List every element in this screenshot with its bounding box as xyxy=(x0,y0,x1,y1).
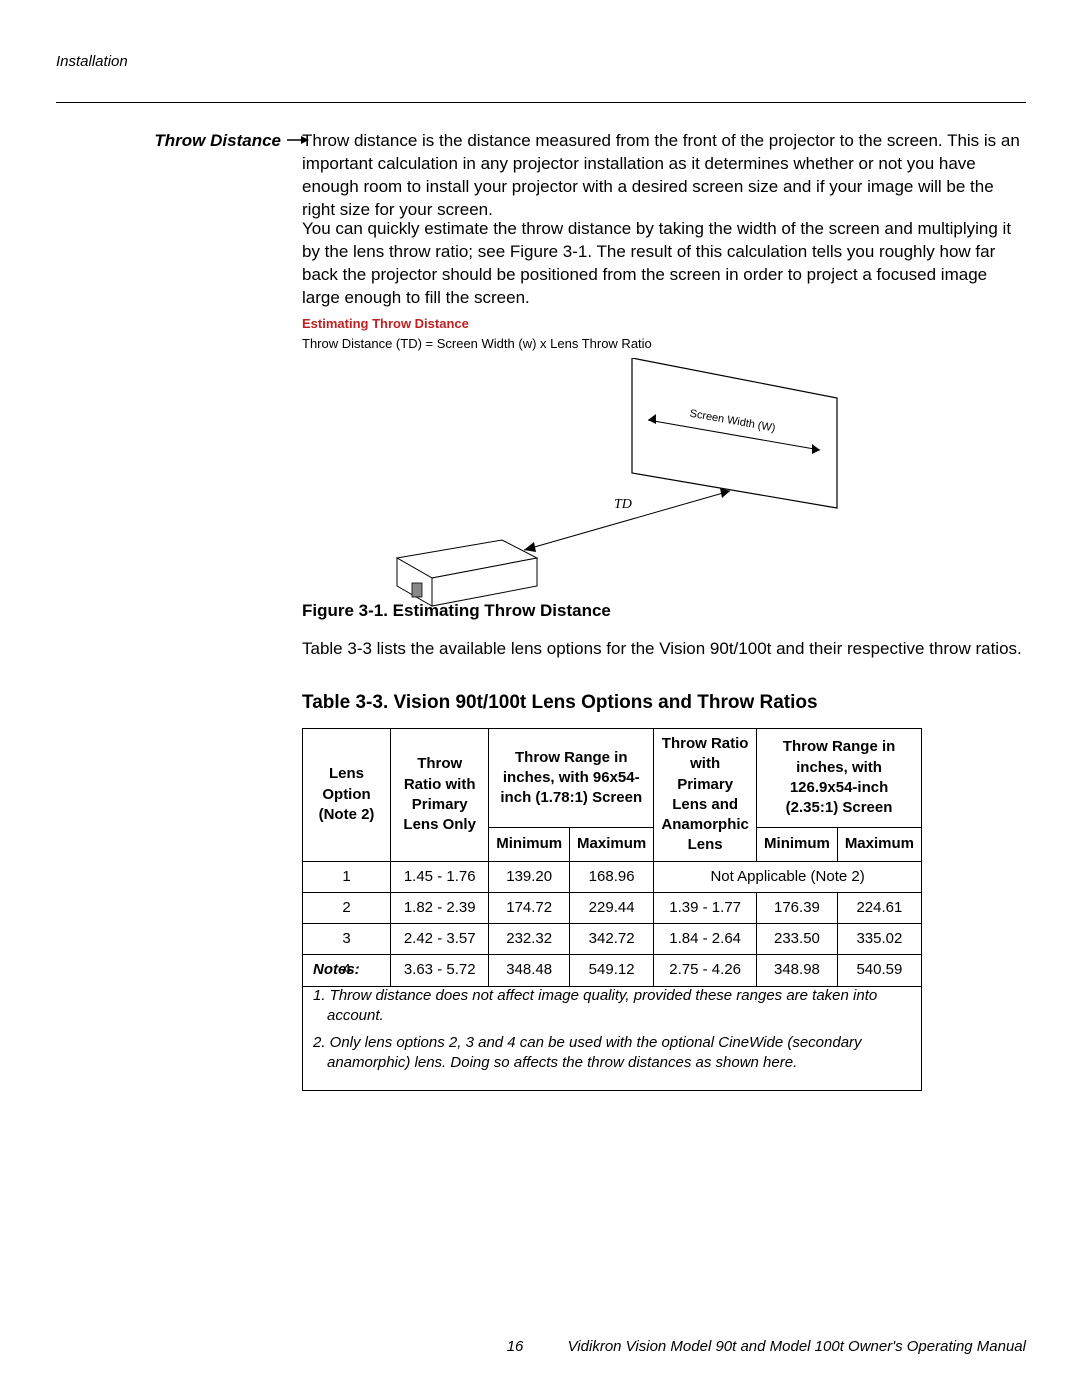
page-number: 16 xyxy=(507,1337,524,1357)
projector-icon xyxy=(397,540,537,606)
table-row: 2 1.82 - 2.39 174.72 229.44 1.39 - 1.77 … xyxy=(303,892,922,923)
figure-block: Estimating Throw Distance Throw Distance… xyxy=(302,315,942,615)
th-lens-option: Lens Option (Note 2) xyxy=(303,729,391,862)
table-row: 3 2.42 - 3.57 232.32 342.72 1.84 - 2.64 … xyxy=(303,924,922,955)
throw-distance-diagram: Screen Width (W) TD xyxy=(302,358,862,608)
figure-caption: Figure 3-1. Estimating Throw Distance xyxy=(302,600,611,623)
table-notes: Notes: 1. Throw distance does not affect… xyxy=(302,954,922,1091)
footer-doc-title: Vidikron Vision Model 90t and Model 100t… xyxy=(568,1338,1026,1355)
th-max-2: Maximum xyxy=(837,827,921,861)
paragraph-table-intro: Table 3-3 lists the available lens optio… xyxy=(302,638,1026,661)
th-min-2: Minimum xyxy=(757,827,838,861)
figure-formula: Throw Distance (TD) = Screen Width (w) x… xyxy=(302,335,942,353)
lens-options-table: Lens Option (Note 2) Throw Ratio with Pr… xyxy=(302,728,922,987)
th-range-anamorphic: Throw Range in inches, with 126.9x54-inc… xyxy=(757,729,922,828)
notes-heading: Notes: xyxy=(313,960,911,980)
th-min-1: Minimum xyxy=(489,827,570,861)
th-ratio-anamorphic: Throw Ratio with Primary Lens and Anamor… xyxy=(654,729,757,862)
note-item: 1. Throw distance does not affect image … xyxy=(313,986,911,1025)
th-range-primary: Throw Range in inches, with 96x54-inch (… xyxy=(489,729,654,828)
th-max-1: Maximum xyxy=(570,827,654,861)
paragraph-intro: Throw distance is the distance measured … xyxy=(302,130,1026,222)
screen-width-label: Screen Width (W) xyxy=(689,408,777,435)
note-item: 2. Only lens options 2, 3 and 4 can be u… xyxy=(313,1033,911,1072)
table-row: 1 1.45 - 1.76 139.20 168.96 Not Applicab… xyxy=(303,861,922,892)
paragraph-estimate: You can quickly estimate the throw dista… xyxy=(302,218,1026,310)
th-ratio-primary: Throw Ratio with Primary Lens Only xyxy=(391,729,489,862)
margin-section-label: Throw Distance xyxy=(56,130,281,153)
td-label: TD xyxy=(614,497,632,512)
page-footer: 16 Vidikron Vision Model 90t and Model 1… xyxy=(56,1337,1026,1357)
table-caption: Table 3-3. Vision 90t/100t Lens Options … xyxy=(302,690,818,716)
figure-inset-title: Estimating Throw Distance xyxy=(302,315,942,333)
header-rule xyxy=(56,102,1026,103)
running-head: Installation xyxy=(56,52,128,72)
